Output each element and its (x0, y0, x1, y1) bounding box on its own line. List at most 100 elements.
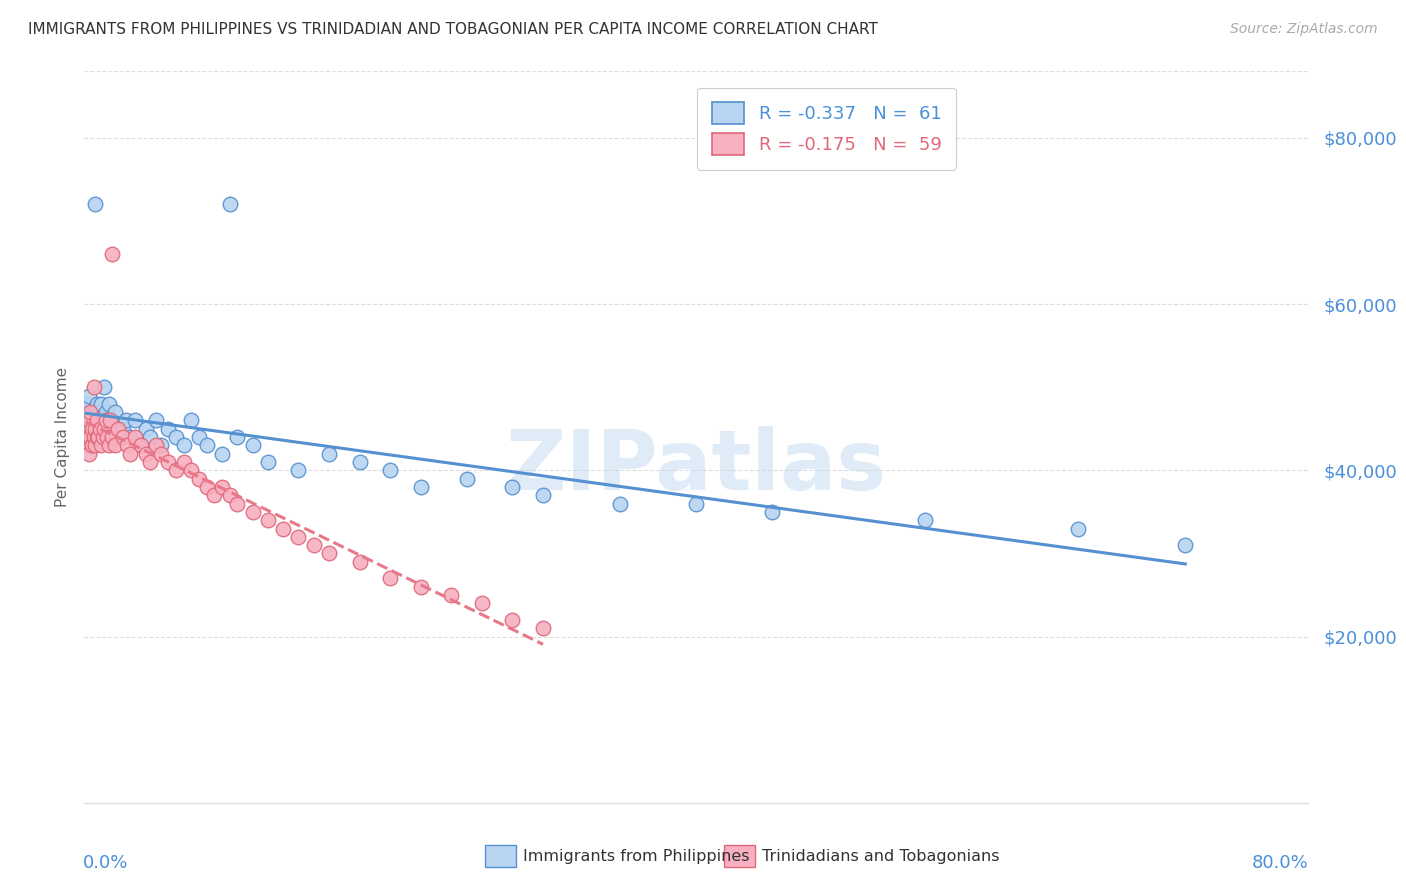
Point (302, 538, 325, 552)
Point (76, 397, 98, 411)
Point (409, 580, 432, 594)
Point (77, 447, 100, 461)
Point (502, 613, 524, 627)
Point (75, 405, 97, 419)
Point (157, 422, 180, 436)
Point (218, 197, 240, 211)
Point (761, 505, 783, 519)
Point (93, 380, 115, 394)
Point (84, 422, 107, 436)
Point (83, 413, 105, 427)
Point (79, 405, 101, 419)
Point (914, 513, 936, 527)
Point (86, 413, 108, 427)
Point (409, 480, 432, 494)
Point (76, 413, 98, 427)
Point (287, 463, 309, 477)
Point (89, 405, 111, 419)
Point (609, 497, 631, 511)
Point (90, 397, 112, 411)
Text: 80.0%: 80.0% (1253, 854, 1309, 872)
Point (502, 480, 524, 494)
Point (111, 430, 134, 444)
Point (84, 422, 107, 436)
Point (1067, 521, 1090, 535)
Point (76, 422, 98, 436)
Text: IMMIGRANTS FROM PHILIPPINES VS TRINIDADIAN AND TOBAGONIAN PER CAPITA INCOME CORR: IMMIGRANTS FROM PHILIPPINES VS TRINIDADI… (28, 22, 877, 37)
Point (173, 438, 195, 452)
Point (83, 430, 105, 444)
Point (149, 438, 172, 452)
Point (188, 430, 211, 444)
Point (75, 438, 97, 452)
Point (87, 430, 110, 444)
Point (349, 555, 371, 569)
Text: 0.0%: 0.0% (83, 854, 128, 872)
Point (165, 430, 187, 444)
Point (1174, 538, 1197, 552)
Point (173, 455, 195, 469)
Point (107, 422, 129, 436)
Point (97, 397, 120, 411)
Point (79, 438, 101, 452)
Bar (724, 845, 755, 867)
Point (349, 455, 371, 469)
Point (83, 380, 105, 394)
Point (195, 438, 218, 452)
Point (90, 438, 112, 452)
Point (202, 488, 225, 502)
Point (80, 405, 103, 419)
Y-axis label: Per Capita Income: Per Capita Income (55, 367, 70, 508)
Point (77, 430, 100, 444)
Point (139, 430, 162, 444)
Text: ZIPatlas: ZIPatlas (506, 425, 886, 507)
Point (149, 447, 172, 461)
Point (77, 388, 100, 402)
Point (111, 422, 134, 436)
Point (157, 455, 180, 469)
Point (79, 430, 101, 444)
Point (114, 413, 136, 427)
Point (318, 546, 340, 560)
Point (165, 463, 187, 477)
Point (104, 438, 127, 452)
Text: Trinidadians and Tobagonians: Trinidadians and Tobagonians (762, 849, 1000, 863)
Point (145, 438, 167, 452)
Point (94, 405, 117, 419)
Legend: R = -0.337   N =  61, R = -0.175   N =  59: R = -0.337 N = 61, R = -0.175 N = 59 (697, 87, 956, 169)
Point (380, 571, 402, 585)
Point (79, 413, 101, 427)
Point (456, 472, 478, 486)
Point (91, 430, 114, 444)
Point (80, 438, 103, 452)
Point (211, 480, 233, 494)
Point (129, 438, 152, 452)
Text: Source: ZipAtlas.com: Source: ZipAtlas.com (1230, 22, 1378, 37)
Point (242, 505, 264, 519)
Point (180, 413, 202, 427)
Point (101, 430, 124, 444)
Point (80, 422, 103, 436)
Point (180, 463, 202, 477)
Point (135, 447, 157, 461)
Point (84, 438, 107, 452)
Point (257, 455, 280, 469)
Point (84, 405, 107, 419)
Point (124, 413, 146, 427)
Point (188, 472, 211, 486)
Point (257, 513, 280, 527)
Point (195, 480, 218, 494)
Point (101, 247, 124, 261)
Point (84, 197, 107, 211)
Point (120, 447, 142, 461)
Point (120, 430, 142, 444)
Point (318, 447, 340, 461)
Text: Immigrants from Philippines: Immigrants from Philippines (523, 849, 749, 863)
Point (96, 430, 118, 444)
Point (96, 413, 118, 427)
Point (89, 422, 111, 436)
Point (242, 438, 264, 452)
Point (87, 430, 110, 444)
Point (83, 430, 105, 444)
Point (145, 413, 167, 427)
